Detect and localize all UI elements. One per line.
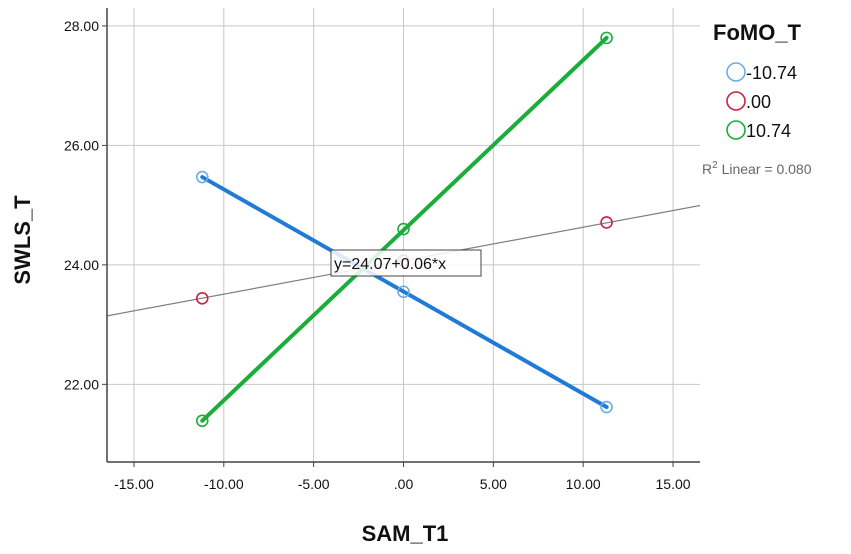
equation-box-border xyxy=(330,249,482,277)
equation-label: y=24.07+0.06*x xyxy=(334,256,446,273)
data-point xyxy=(600,216,613,229)
data-point xyxy=(195,414,209,428)
data-point xyxy=(600,400,613,414)
x-axis-title: SAM_T1 xyxy=(362,521,449,546)
series-line xyxy=(200,175,609,410)
x-tick-label: -15.00 xyxy=(114,476,154,492)
y-axis-ticks: 22.00 24.00 26.00 28.00 xyxy=(64,18,107,392)
x-tick-label: -5.00 xyxy=(298,476,330,492)
legend: -10.74 .00 10.74 xyxy=(726,62,797,141)
data-point xyxy=(195,292,209,305)
series-line xyxy=(200,35,609,423)
y-axis-title: SWLS_T xyxy=(10,195,35,285)
legend-title: FoMO_T xyxy=(713,20,802,45)
x-tick-label: .00 xyxy=(394,476,414,492)
legend-label: 10.74 xyxy=(746,121,791,141)
y-tick-label: 26.00 xyxy=(64,137,99,153)
legend-marker xyxy=(726,62,746,82)
data-point xyxy=(600,31,613,45)
r2-prefix: R xyxy=(702,161,712,177)
y-tick-label: 24.00 xyxy=(64,257,99,273)
y-tick-label: 28.00 xyxy=(64,18,99,34)
r2-label: R2 Linear = 0.080 xyxy=(702,160,812,177)
data-point xyxy=(397,222,410,236)
x-axis-ticks: -15.00 -10.00 -5.00 .00 5.00 10.00 15.00 xyxy=(114,462,691,492)
legend-marker xyxy=(726,91,746,111)
y-tick-label: 22.00 xyxy=(64,376,99,392)
legend-marker xyxy=(726,120,746,140)
x-tick-label: 5.00 xyxy=(480,476,507,492)
equation-box: y=24.07+0.06*x xyxy=(330,249,482,277)
x-tick-label: 10.00 xyxy=(566,476,601,492)
r2-value: Linear = 0.080 xyxy=(718,161,812,177)
plot-area xyxy=(106,31,701,428)
r2-superscript: 2 xyxy=(712,160,718,171)
legend-label: -10.74 xyxy=(746,63,797,83)
x-tick-label: 15.00 xyxy=(656,476,691,492)
legend-label: .00 xyxy=(746,92,771,112)
x-tick-label: -10.00 xyxy=(204,476,244,492)
data-point xyxy=(397,285,410,299)
data-point xyxy=(195,170,209,184)
